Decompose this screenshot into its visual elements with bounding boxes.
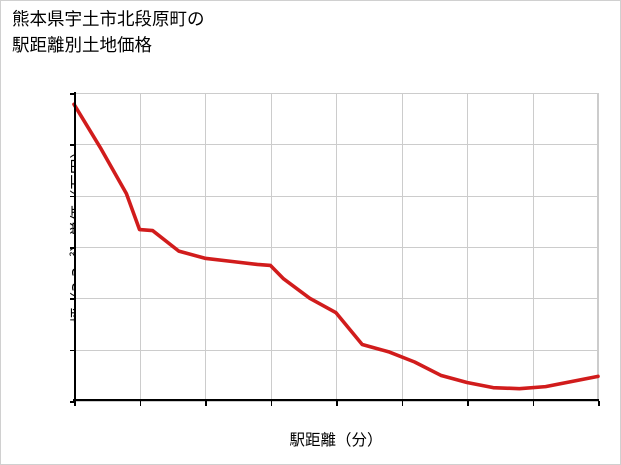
- data-series-line: [72, 102, 600, 391]
- plot-spine-left: [74, 92, 76, 402]
- gridline-vertical: [139, 93, 141, 401]
- x-axis-label: 駅距離（分）: [289, 431, 383, 449]
- x-tick-mark: [532, 401, 535, 406]
- gridline-vertical: [401, 93, 403, 401]
- gridline-vertical: [598, 93, 599, 401]
- gridline-vertical: [532, 93, 534, 401]
- x-tick-mark: [139, 401, 142, 406]
- gridline-vertical: [467, 93, 468, 401]
- chart-title: 熊本県宇土市北段原町の 駅距離別土地価格: [12, 7, 205, 59]
- plot-area: 14.014.515.015.516.016.517.0 0.02.55.07.…: [70, 92, 600, 406]
- y-tick-mark: [70, 349, 74, 352]
- gridline-vertical: [270, 93, 272, 401]
- chart-title-line-2: 駅距離別土地価格: [12, 36, 152, 56]
- x-tick-mark: [598, 401, 600, 406]
- x-tick-mark: [467, 401, 469, 406]
- y-tick-mark: [70, 247, 74, 249]
- y-tick-mark: [70, 144, 74, 146]
- x-tick-mark: [336, 401, 338, 406]
- data-line-svg: [72, 102, 600, 391]
- y-tick-mark: [70, 298, 74, 300]
- gridline-vertical: [205, 93, 206, 401]
- x-tick-mark: [270, 401, 273, 406]
- x-tick-mark: [205, 401, 207, 406]
- x-tick-mark: [74, 401, 76, 406]
- y-tick-mark: [70, 93, 74, 95]
- gridline-vertical: [336, 93, 337, 401]
- plot-spine-bottom: [73, 399, 599, 401]
- y-tick-mark: [70, 401, 74, 403]
- x-tick-mark: [401, 401, 404, 406]
- chart-title-line-1: 熊本県宇土市北段原町の: [12, 10, 205, 30]
- y-tick-mark: [70, 195, 74, 198]
